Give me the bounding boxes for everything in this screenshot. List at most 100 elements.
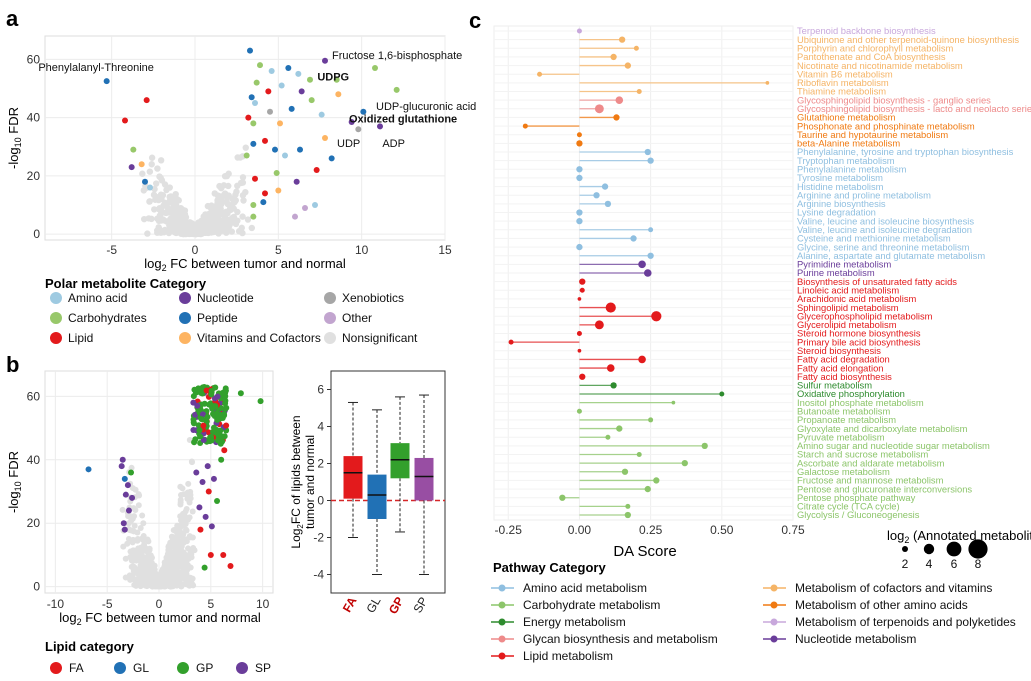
data-point bbox=[355, 126, 362, 133]
nonsignificant-point bbox=[228, 228, 236, 235]
lollipop-dot bbox=[576, 140, 583, 147]
nonsignificant-point bbox=[168, 214, 176, 221]
legend-label: Other bbox=[342, 311, 372, 325]
data-point bbox=[122, 491, 129, 498]
lollipop-dot bbox=[701, 442, 708, 450]
x-tick-label: -10 bbox=[47, 597, 65, 611]
x-tick-label: 0.75 bbox=[781, 523, 805, 537]
data-point bbox=[212, 403, 219, 410]
nonsignificant-point bbox=[154, 215, 161, 222]
data-point bbox=[250, 202, 257, 209]
data-point bbox=[142, 178, 148, 185]
data-point bbox=[128, 164, 135, 171]
nonsignificant-point bbox=[161, 181, 169, 188]
data-point bbox=[220, 551, 227, 558]
lollipop-dot bbox=[605, 302, 616, 313]
legend-swatch bbox=[50, 292, 62, 304]
nonsignificant-point bbox=[179, 550, 186, 557]
lollipop-dot bbox=[644, 485, 651, 493]
pathway-label: Glyoxylate and dicarboxylate metabolism bbox=[797, 423, 968, 434]
lollipop-dot bbox=[576, 243, 583, 251]
legend-label: Metabolism of other amino acids bbox=[795, 598, 968, 612]
legend-swatch bbox=[770, 601, 778, 609]
nonsignificant-point bbox=[148, 154, 156, 161]
nonsignificant-point bbox=[211, 190, 218, 197]
y-tick-label: 60 bbox=[27, 389, 41, 403]
nonsignificant-point bbox=[168, 549, 175, 556]
nonsignificant-point bbox=[158, 569, 165, 576]
nonsignificant-point bbox=[188, 551, 195, 558]
volcano-plot-polar: Phenylalanyl-Threonine Fructose 1,6-bisph… bbox=[6, 35, 476, 345]
legend-title: Pathway Category bbox=[493, 560, 606, 575]
nonsignificant-point bbox=[143, 554, 150, 561]
y-tick-label: 0 bbox=[33, 227, 40, 241]
pathway-label: Steroid hormone biosynthesis bbox=[797, 328, 921, 339]
nonsignificant-point bbox=[131, 522, 138, 529]
size-legend-label: 4 bbox=[926, 557, 933, 571]
legend-label: Nonsignificant bbox=[342, 331, 418, 345]
nonsignificant-point bbox=[176, 525, 183, 532]
data-point bbox=[298, 88, 305, 95]
legend-label: Vitamins and Cofactors bbox=[197, 331, 321, 345]
pathway-label: Arginine and proline metabolism bbox=[797, 189, 931, 200]
nonsignificant-point bbox=[142, 545, 149, 552]
data-point bbox=[199, 479, 206, 485]
nonsignificant-point bbox=[204, 202, 212, 210]
nonsignificant-point bbox=[175, 540, 182, 547]
data-point bbox=[208, 437, 215, 444]
size-legend-dot bbox=[902, 546, 908, 552]
data-point bbox=[198, 416, 205, 423]
y-tick-label: 2 bbox=[317, 457, 324, 471]
data-point bbox=[197, 526, 204, 533]
nonsignificant-point bbox=[177, 496, 184, 503]
lollipop-dot bbox=[651, 311, 662, 322]
lollipop-dot bbox=[765, 81, 770, 85]
nonsignificant-point bbox=[190, 230, 197, 238]
lollipop-dot bbox=[648, 227, 654, 233]
annotation-label: UDPG bbox=[317, 72, 349, 84]
nonsignificant-point bbox=[122, 555, 129, 562]
legend-swatch bbox=[50, 332, 62, 344]
pathway-label: Ubiquinone and other terpenoid-quinone b… bbox=[797, 34, 1019, 45]
data-point bbox=[196, 427, 203, 434]
nonsignificant-point bbox=[186, 514, 193, 521]
lollipop-dot bbox=[576, 166, 583, 173]
lollipop-dot bbox=[681, 459, 688, 467]
legend-swatch bbox=[177, 662, 189, 674]
nonsignificant-point bbox=[149, 583, 156, 590]
nonsignificant-point bbox=[212, 203, 219, 210]
lollipop-dot bbox=[625, 503, 631, 509]
nonsignificant-point bbox=[225, 192, 232, 199]
data-point bbox=[275, 187, 282, 194]
nonsignificant-point bbox=[218, 211, 225, 218]
lollipop-dot bbox=[624, 511, 631, 519]
data-point bbox=[218, 456, 225, 463]
data-point bbox=[250, 120, 257, 127]
y-axis-label: Log2FC of lipids betweentumor and normal bbox=[289, 415, 317, 548]
lollipop-dot bbox=[604, 200, 612, 208]
lollipop-dot bbox=[593, 192, 600, 199]
lollipop-dot bbox=[577, 297, 582, 301]
nonsignificant-point bbox=[144, 230, 151, 237]
data-point bbox=[191, 386, 198, 393]
data-point bbox=[197, 433, 204, 440]
data-point bbox=[190, 420, 197, 427]
data-point bbox=[268, 67, 275, 74]
lollipop-dot bbox=[579, 287, 585, 293]
data-point bbox=[360, 108, 367, 115]
box-sp bbox=[414, 457, 434, 501]
legend-label: Amino acid metabolism bbox=[523, 581, 647, 595]
nonsignificant-point bbox=[148, 161, 155, 168]
nonsignificant-point bbox=[157, 157, 165, 164]
nonsignificant-point bbox=[120, 543, 127, 550]
lollipop-dot bbox=[618, 36, 626, 43]
data-point bbox=[120, 520, 127, 527]
lollipop-dot bbox=[579, 278, 586, 285]
nonsignificant-point bbox=[150, 191, 158, 199]
nonsignificant-point bbox=[131, 513, 138, 520]
nonsignificant-point bbox=[225, 170, 232, 177]
nonsignificant-point bbox=[212, 219, 220, 226]
x-tick-label: GL bbox=[363, 594, 383, 615]
lollipop-dot bbox=[616, 425, 623, 432]
nonsignificant-point bbox=[166, 193, 173, 201]
